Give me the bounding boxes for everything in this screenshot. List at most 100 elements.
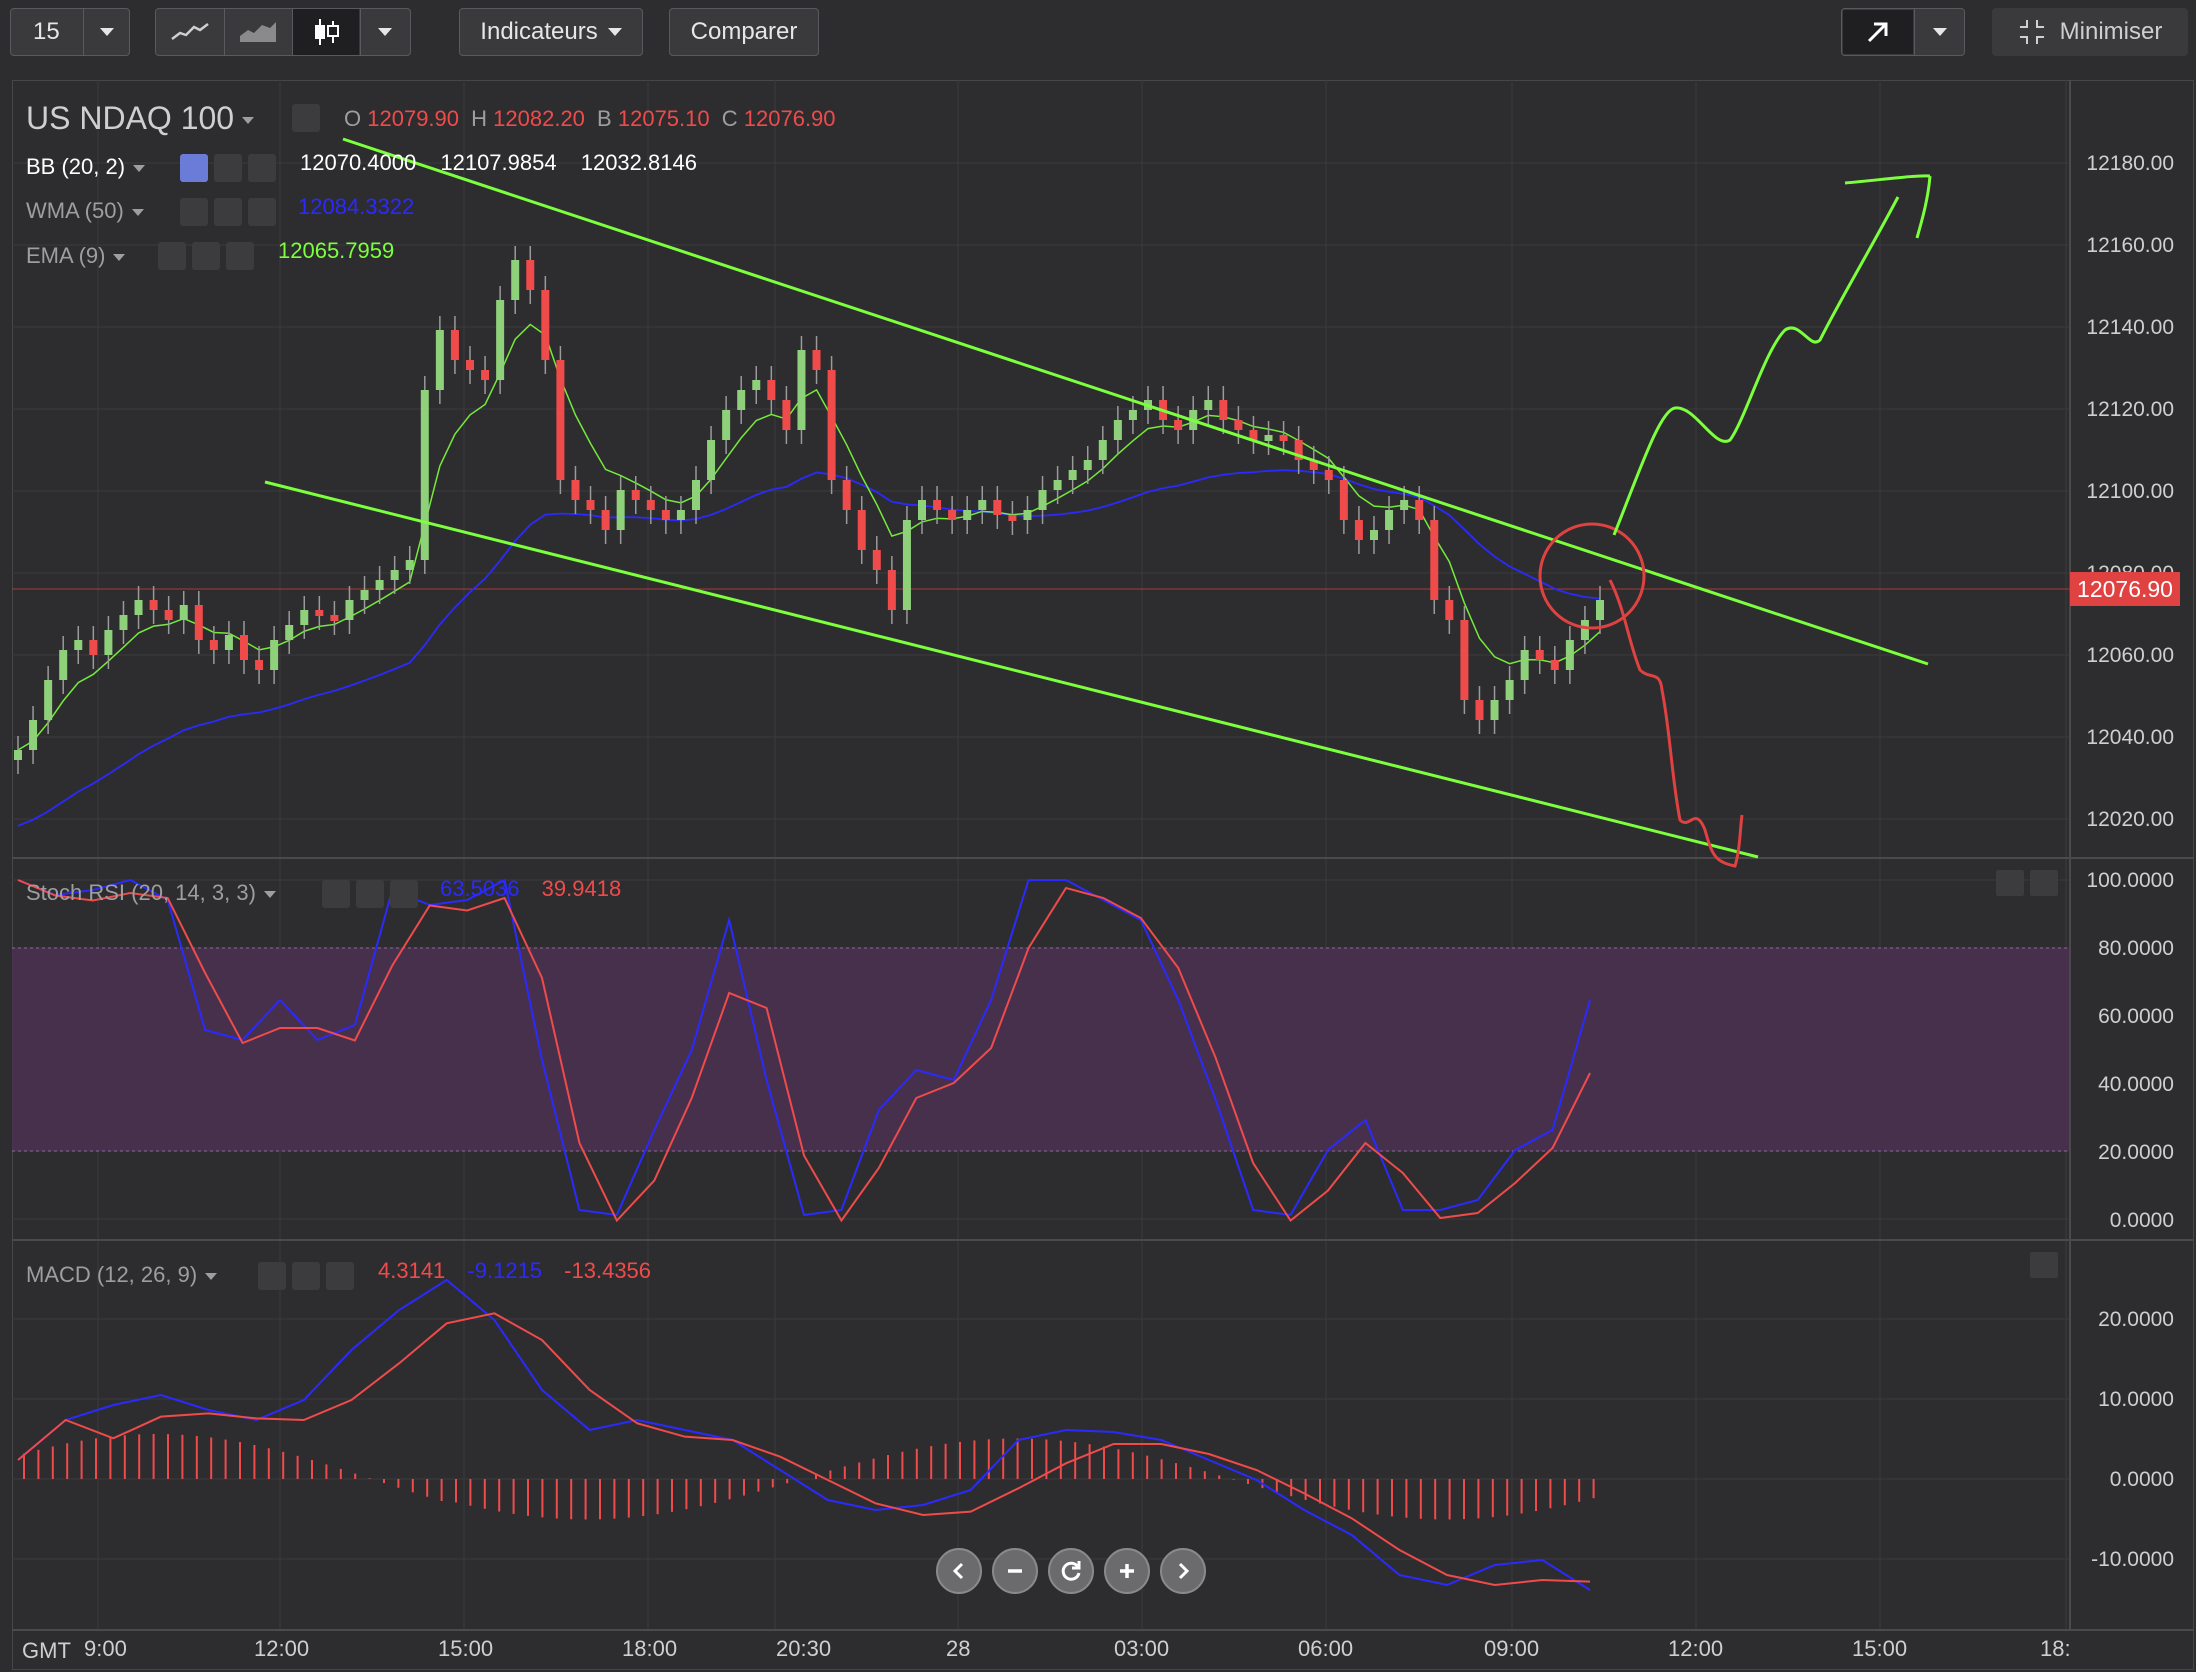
close-icon[interactable] — [390, 880, 418, 908]
eye-icon[interactable] — [180, 198, 208, 226]
drawing-tools-dropdown-button[interactable] — [1916, 8, 1964, 56]
close-icon[interactable] — [326, 1262, 354, 1290]
close-icon[interactable] — [248, 198, 276, 226]
price-tick: 12040.00 — [2086, 726, 2174, 749]
indicators-button[interactable]: Indicateurs — [459, 8, 643, 56]
close-icon[interactable] — [248, 154, 276, 182]
candle-body — [466, 360, 474, 370]
scroll-right-button[interactable] — [1160, 1548, 1206, 1594]
candle-body — [661, 510, 670, 520]
macd-hist-value: 4.3141 — [378, 1258, 446, 1283]
eye-icon[interactable] — [292, 104, 320, 132]
gear-icon[interactable] — [214, 154, 242, 182]
gear-icon[interactable] — [356, 880, 384, 908]
instrument-title[interactable]: US NDAQ 100 — [26, 102, 255, 134]
compare-button[interactable]: Comparer — [669, 8, 819, 56]
candle-body — [646, 500, 655, 510]
chevron-down-icon — [263, 890, 276, 898]
gear-icon[interactable] — [214, 198, 242, 226]
macd-legend[interactable]: MACD (12, 26, 9) — [26, 1264, 218, 1286]
candle-body — [571, 480, 580, 500]
bb-legend[interactable]: BB (20, 2) — [26, 156, 146, 178]
candle-body — [1445, 600, 1454, 620]
zoom-in-button[interactable] — [1104, 1548, 1150, 1594]
candle-body — [1279, 435, 1288, 441]
candle-body — [993, 500, 1002, 515]
high-label: H — [471, 106, 488, 131]
chart-type-dropdown-button[interactable] — [362, 8, 408, 56]
candle-body — [44, 680, 53, 720]
candle-body — [1550, 660, 1559, 670]
candlesticks — [14, 246, 1604, 774]
candle-body — [857, 510, 866, 550]
stoch-label: Stoch RSI (20, 14, 3, 3) — [26, 880, 256, 905]
candle-body — [526, 260, 535, 290]
macd-values: 4.3141 -9.1215 -13.4356 — [378, 1260, 651, 1282]
candle-body — [481, 370, 490, 380]
candle-body — [1535, 650, 1544, 660]
eye-icon[interactable] — [158, 242, 186, 270]
candle-body — [1415, 500, 1424, 520]
reset-view-button[interactable] — [1048, 1548, 1094, 1594]
wma-legend[interactable]: WMA (50) — [26, 200, 144, 222]
channel-upper-line — [342, 137, 1929, 666]
zoom-out-button[interactable] — [992, 1548, 1038, 1594]
move-pane-up-icon[interactable] — [2030, 1252, 2058, 1278]
time-tick: 18:00 — [622, 1636, 678, 1661]
candle-body — [1565, 640, 1574, 670]
time-tick: 28 — [946, 1636, 971, 1661]
close-value: 12076.90 — [743, 106, 836, 131]
move-pane-up-icon[interactable] — [1996, 870, 2024, 896]
time-tick: 15:00 — [438, 1636, 494, 1661]
time-tick: 18: — [2040, 1636, 2071, 1661]
stoch-k-value: 63.5036 — [440, 876, 520, 901]
candle-body — [1068, 470, 1077, 480]
stoch-tick: 60.0000 — [2098, 1005, 2174, 1028]
candle-body — [722, 410, 731, 440]
interval-dropdown-button[interactable] — [85, 8, 129, 56]
chart-type-group — [155, 8, 411, 56]
price-tick: 12120.00 — [2086, 398, 2174, 421]
candle-body — [240, 635, 248, 660]
candle-body — [692, 480, 700, 510]
candle-body — [511, 260, 520, 300]
candle-body — [1038, 490, 1047, 510]
candle-body — [89, 640, 98, 655]
eye-icon[interactable] — [258, 1262, 286, 1290]
grid-lines — [12, 80, 2070, 1630]
macd-signal-value: -13.4356 — [564, 1258, 652, 1283]
candle-body — [1430, 520, 1439, 600]
candle-body — [435, 330, 444, 390]
candle-body — [1264, 435, 1273, 441]
time-tick: 06:00 — [1298, 1636, 1354, 1661]
minimize-button[interactable]: Minimiser — [1992, 8, 2188, 56]
candlestick-button[interactable] — [293, 9, 359, 55]
scroll-left-button[interactable] — [936, 1548, 982, 1594]
chevron-down-icon — [100, 28, 114, 36]
chart-area[interactable] — [12, 80, 2194, 1670]
stoch-legend[interactable]: Stoch RSI (20, 14, 3, 3) — [26, 882, 276, 904]
ema-legend[interactable]: EMA (9) — [26, 245, 126, 267]
candle-body — [285, 625, 294, 640]
candle-body — [209, 640, 218, 650]
wma-line — [17, 469, 1601, 827]
candle-body — [1385, 510, 1394, 530]
close-icon[interactable] — [226, 242, 254, 270]
candle-body — [420, 390, 429, 560]
line-chart-button[interactable] — [157, 10, 223, 54]
gear-icon[interactable] — [292, 1262, 320, 1290]
candle-body — [676, 510, 685, 520]
candle-body — [330, 615, 339, 621]
gear-icon[interactable] — [192, 242, 220, 270]
bearish-projection-arrow — [1608, 579, 1744, 868]
candle-body — [14, 750, 22, 760]
ema-value: 12065.7959 — [278, 238, 395, 263]
candle-body — [29, 720, 38, 750]
eye-icon[interactable] — [180, 154, 208, 182]
drawing-tool-button[interactable] — [1843, 10, 1913, 54]
eye-icon[interactable] — [322, 880, 350, 908]
area-chart-button[interactable] — [225, 10, 291, 54]
move-pane-down-icon[interactable] — [2030, 870, 2058, 896]
channel-lower-line — [264, 480, 1759, 859]
